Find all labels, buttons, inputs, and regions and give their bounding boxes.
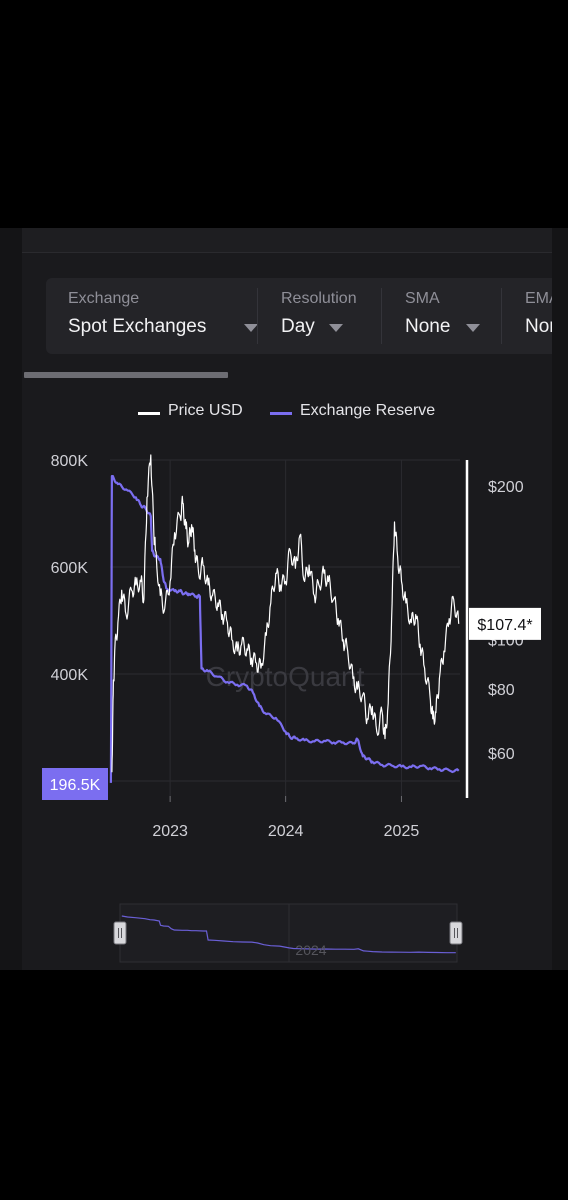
- navigator-reserve-line: [121, 915, 456, 954]
- left-edge-strip: [0, 228, 22, 970]
- exchange-filter-value: Spot Exchanges: [68, 316, 207, 337]
- exchange-filter-label: Exchange: [68, 290, 140, 307]
- filter-divider: [257, 288, 258, 344]
- chart-panel: Exchange Spot Exchanges Resolution Day S…: [0, 228, 568, 970]
- sma-filter-value: None: [405, 316, 451, 337]
- y-left-tick-label: 800K: [51, 453, 89, 470]
- y-right-tick-label: $200: [488, 479, 524, 496]
- legend-swatch-reserve: [270, 412, 292, 415]
- current-price-label-box: [469, 607, 541, 640]
- resolution-filter-value: Day: [281, 316, 315, 337]
- ema-filter[interactable]: EMA Non: [525, 278, 552, 354]
- current-reserve-label-box: [42, 768, 108, 800]
- x-tick-label: 2025: [384, 823, 420, 840]
- chevron-down-icon: [329, 324, 343, 332]
- legend-label-reserve[interactable]: Exchange Reserve: [300, 402, 436, 419]
- exchange-filter[interactable]: Exchange Spot Exchanges: [68, 278, 268, 354]
- x-tick-label: 2024: [268, 823, 304, 840]
- top-card: [22, 228, 552, 253]
- chart-svg: CryptoQuant800K600K400K$200$100$80$60202…: [42, 453, 541, 963]
- chevron-down-icon: [466, 324, 480, 332]
- current-reserve-label: 196.5K: [50, 777, 101, 794]
- filter-divider: [501, 288, 502, 344]
- ema-filter-value: Non: [525, 316, 552, 337]
- y-right-tick-label: $60: [488, 746, 515, 763]
- ema-filter-label: EMA: [525, 290, 552, 307]
- watermark: CryptoQuant: [206, 661, 365, 692]
- resolution-filter[interactable]: Resolution Day: [281, 278, 391, 354]
- filter-divider: [381, 288, 382, 344]
- navigator-year-label: 2024: [295, 942, 326, 958]
- navigator-right-handle[interactable]: [449, 921, 463, 945]
- x-tick-label: 2023: [152, 823, 188, 840]
- chart-legend: Price USD Exchange Reserve: [0, 402, 568, 426]
- sma-filter-label: SMA: [405, 290, 440, 307]
- series-line-exchange-reserve[interactable]: [109, 475, 460, 783]
- y-left-tick-label: 400K: [51, 667, 89, 684]
- current-price-label: $107.4*: [477, 617, 532, 634]
- navigator-left-handle[interactable]: [113, 921, 127, 945]
- y-left-tick-label: 600K: [51, 560, 89, 577]
- filter-bar: Exchange Spot Exchanges Resolution Day S…: [46, 278, 552, 354]
- y-right-tick-label: $80: [488, 682, 515, 699]
- legend-label-price[interactable]: Price USD: [168, 402, 243, 419]
- right-edge-strip: [552, 228, 568, 970]
- sma-filter[interactable]: SMA None: [405, 278, 505, 354]
- series-line-price-usd[interactable]: [111, 454, 460, 773]
- resolution-filter-label: Resolution: [281, 290, 357, 307]
- horizontal-scroll-indicator[interactable]: [24, 372, 228, 378]
- legend-swatch-price: [138, 412, 160, 415]
- chevron-down-icon: [244, 324, 258, 332]
